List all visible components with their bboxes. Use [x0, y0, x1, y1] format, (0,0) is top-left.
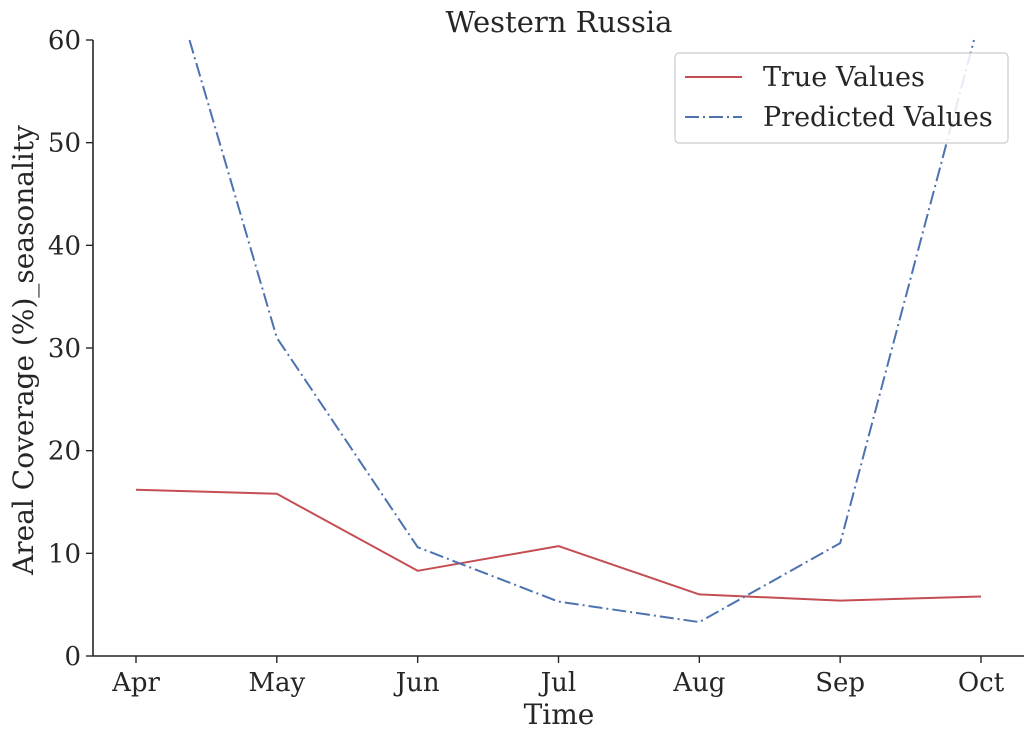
- legend-true-values-label: True Values: [763, 62, 925, 93]
- legend-predicted-values-label: Predicted Values: [763, 102, 993, 133]
- x-axis-label: Time: [524, 698, 595, 731]
- y-ticks: 0 10 20 30 40 50 60: [48, 26, 93, 672]
- y-tick-label: 0: [64, 642, 81, 672]
- x-tick-label: Sep: [815, 668, 865, 698]
- x-ticks: Apr May Jun Jul Aug Sep Oct: [111, 656, 1005, 698]
- y-tick-label: 10: [48, 539, 81, 569]
- x-tick-label: May: [248, 668, 305, 698]
- y-tick-label: 50: [48, 129, 81, 159]
- x-tick-label: Jul: [538, 668, 576, 698]
- x-tick-label: Jun: [393, 668, 440, 698]
- y-tick-label: 20: [48, 437, 81, 467]
- legend: True Values Predicted Values: [674, 52, 1009, 144]
- x-tick-label: Oct: [958, 668, 1005, 698]
- y-axis-label: Areal Coverage (%)_seasonality: [7, 125, 40, 576]
- x-tick-label: Apr: [111, 668, 160, 698]
- series-line-0: [135, 488, 982, 602]
- series-line-1: [188, 39, 975, 624]
- y-tick-label: 60: [48, 26, 81, 56]
- legend-box: [674, 52, 1009, 144]
- y-tick-label: 40: [48, 231, 81, 261]
- chart-title: Western Russia: [446, 5, 673, 39]
- y-tick-label: 30: [48, 334, 81, 364]
- x-tick-label: Aug: [672, 668, 725, 698]
- plot-lines: [135, 39, 982, 624]
